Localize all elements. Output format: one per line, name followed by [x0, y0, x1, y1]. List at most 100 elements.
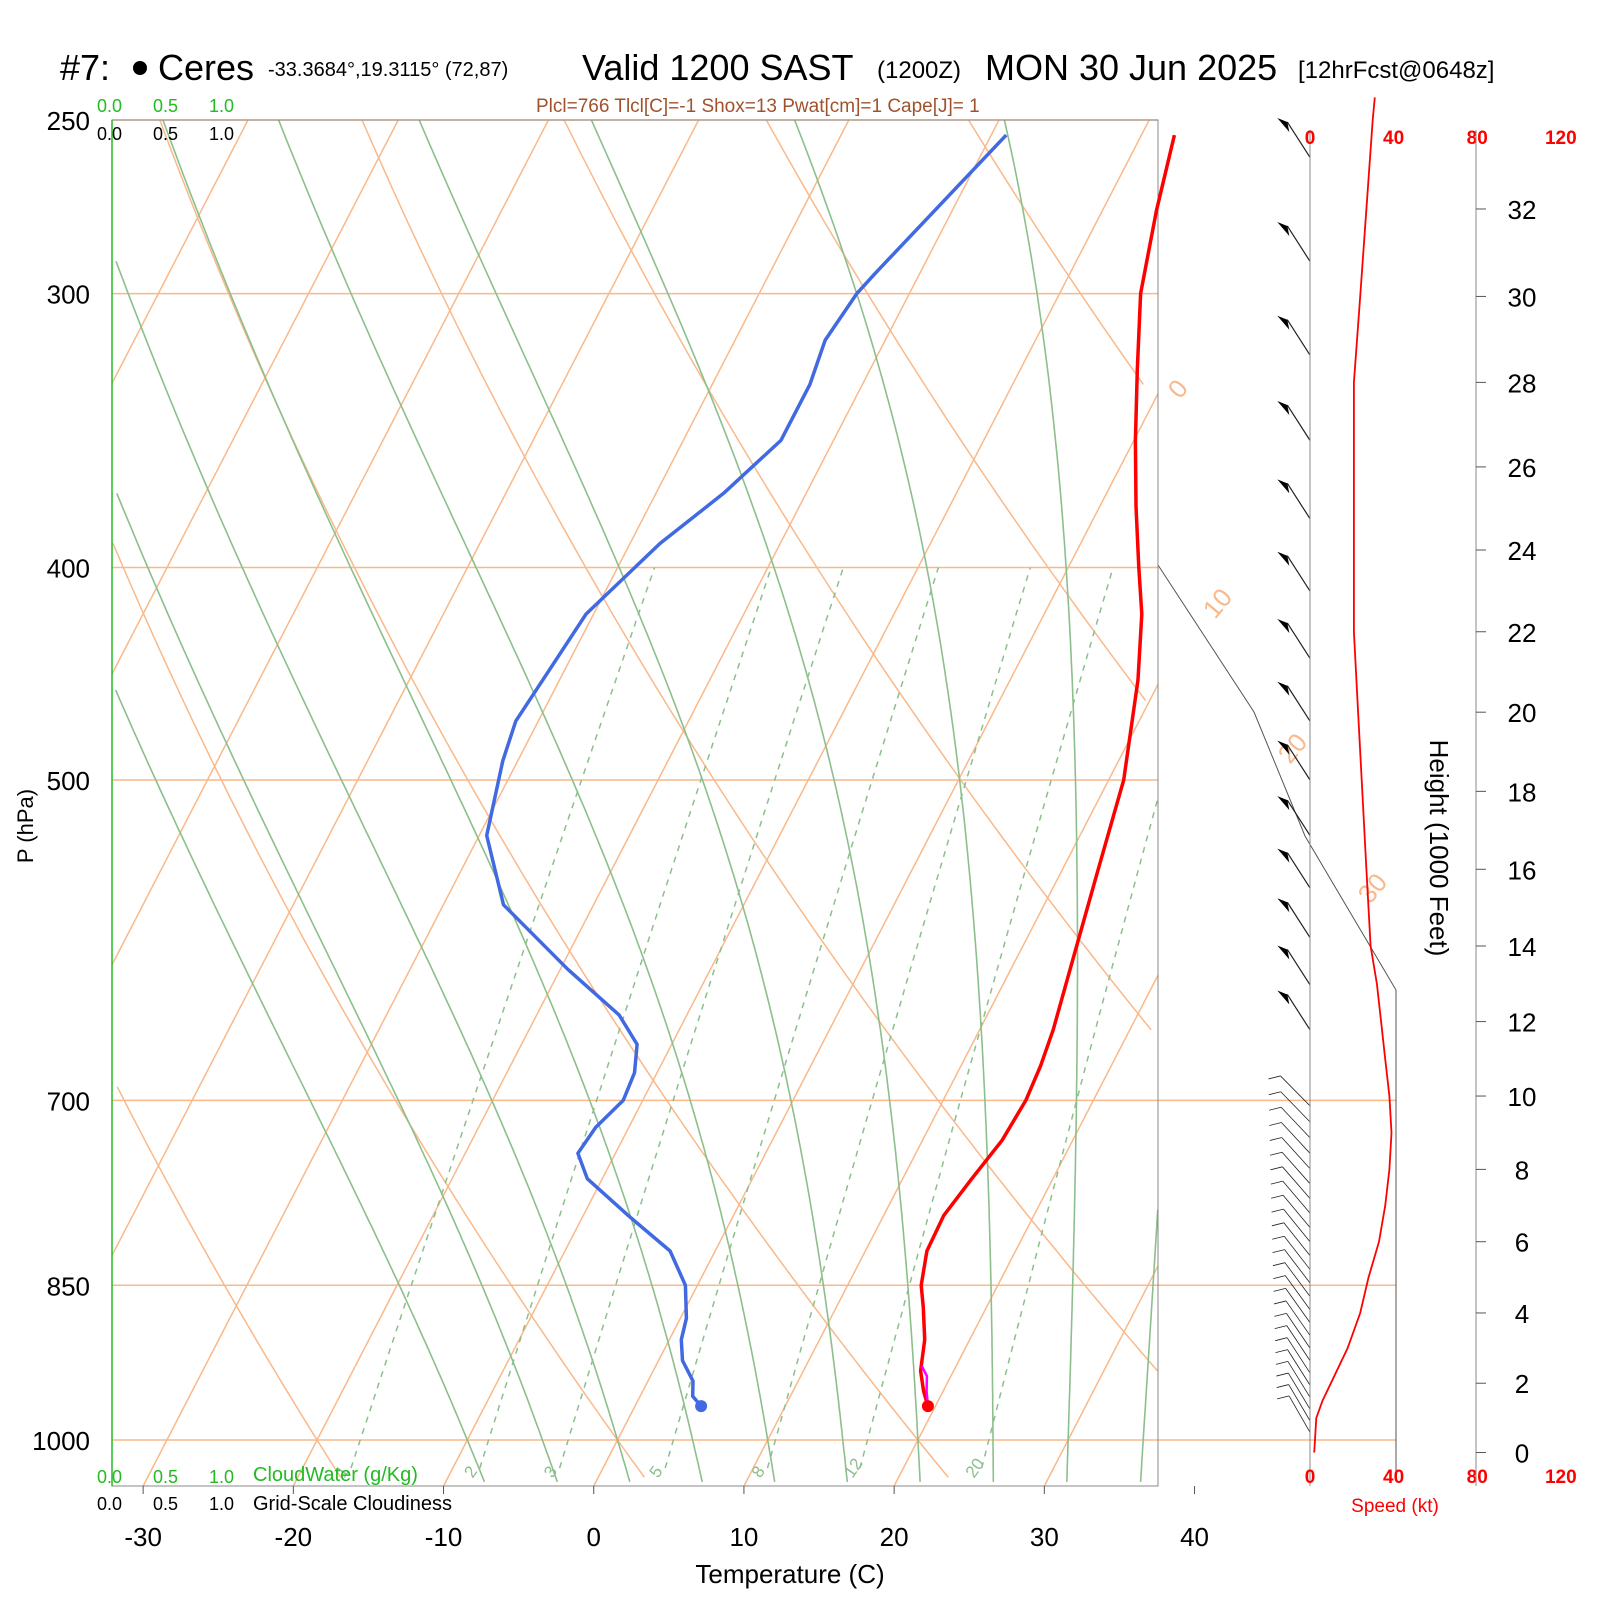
cloudiness-label: Grid-Scale Cloudiness [253, 1493, 452, 1515]
wind-barb-flag-29 [1277, 796, 1290, 811]
wind-barb-flag-37 [1277, 221, 1290, 236]
mixing-ratio-labels: 1 2 3 5 8 12 20 [332, 1455, 988, 1481]
cloudwater-tick-bottom-1: 0.5 [153, 1467, 178, 1487]
wind-barb-flag-33 [1277, 551, 1290, 566]
isotherm--30 [142, 119, 850, 1487]
wind-barb-shaft-35 [1286, 404, 1311, 441]
isotherm--10 [442, 119, 1150, 1487]
dry-adiabat-60-0 [563, 119, 1152, 1031]
isotherm--70 [111, 119, 249, 384]
dry-adiabat-lines [112, 119, 1159, 1478]
hodo-labels: 0 10 20 30 [1162, 373, 1394, 908]
chart-header: #7: Ceres -33.3684°,19.3115° (72,87) Val… [60, 47, 1494, 117]
station-id: #7: [60, 47, 110, 88]
wind-barb-shaft-18 [1282, 1166, 1311, 1199]
cloudiness-tick-bottom-0: 0.0 [97, 1494, 122, 1514]
moist-adiabat-5-0 [162, 119, 703, 1483]
mixing-ratio-label-8: 8 [748, 1462, 769, 1481]
wind-barb-feather-4 [1275, 1349, 1288, 1354]
wind-barb-flag-34 [1277, 479, 1290, 494]
wind-barb-feather-15 [1271, 1208, 1284, 1213]
cloudwater-tick-bottom-2: 1.0 [209, 1467, 234, 1487]
wind-barb-feather-13 [1272, 1235, 1285, 1240]
pressure-tick-label-850: 850 [47, 1271, 90, 1301]
hodo-label-3: 30 [1352, 867, 1394, 908]
wind-barb-shaft-17 [1282, 1180, 1311, 1214]
cloud-scales: 0.0 0.5 1.0 0.0 0.5 1.0 0.0 0.5 1.0 Clou… [97, 96, 452, 1515]
speed-tick-top-120: 120 [1545, 128, 1577, 149]
wind-speed-trace [1313, 97, 1393, 1453]
isotherm--60 [111, 119, 399, 675]
height-tick-label-12: 12 [1508, 1008, 1537, 1038]
height-tick-label-10: 10 [1508, 1082, 1537, 1112]
wind-barb-shaft-3 [1287, 1361, 1311, 1398]
wind-barb-feather-5 [1275, 1337, 1288, 1342]
cloudwater-tick-top-0: 0.0 [97, 96, 122, 116]
wind-barb-flag-31 [1277, 681, 1290, 696]
wind-barb-shaft-24 [1280, 1075, 1311, 1107]
speed-tick-bottom-80: 80 [1467, 1467, 1488, 1488]
speed-tick-bottom-0: 0 [1305, 1467, 1316, 1488]
wind-barb-shaft-13 [1283, 1236, 1311, 1270]
x-axis-title: Temperature (C) [695, 1559, 884, 1589]
height-tick-label-28: 28 [1508, 368, 1537, 398]
wind-barb-shaft-6 [1286, 1325, 1311, 1361]
height-tick-label-20: 20 [1508, 698, 1537, 728]
wind-barb-flag-25 [1277, 990, 1290, 1005]
height-tick-label-2: 2 [1515, 1369, 1529, 1399]
parcel-trace [920, 1365, 930, 1407]
isotherm--20 [292, 119, 1000, 1487]
wind-barb-feather-21 [1269, 1122, 1282, 1126]
station-coords: -33.3684°,19.3115° (72,87) [268, 59, 508, 81]
speed-axis-title: Speed (kt) [1351, 1496, 1439, 1517]
height-tick-label-30: 30 [1508, 282, 1537, 312]
wind-barb-flag-38 [1277, 118, 1290, 133]
valid-date: MON 30 Jun 2025 [985, 47, 1277, 88]
wind-barb-feather-12 [1272, 1249, 1285, 1253]
wind-barb-feather-22 [1269, 1106, 1282, 1111]
height-tick-label-16: 16 [1508, 855, 1537, 885]
wind-barbs [1268, 118, 1311, 1433]
x-tick-label-0: 0 [587, 1522, 601, 1552]
mixing-ratio-label-5: 5 [646, 1462, 667, 1481]
cloudiness-tick-top-0: 0.0 [97, 124, 122, 144]
wind-barb-feather-8 [1273, 1300, 1287, 1305]
height-tick-label-26: 26 [1508, 453, 1537, 483]
stability-indices: Plcl=766 Tlcl[C]=-1 Shox=13 Pwat[cm]=1 C… [536, 96, 980, 117]
isotherm-30 [1043, 1265, 1159, 1487]
valid-time: Valid 1200 SAST [582, 47, 854, 88]
cloudwater-label: CloudWater (g/Kg) [253, 1464, 418, 1486]
isotherm--40 [111, 119, 700, 1256]
pressure-tick-label-1000: 1000 [32, 1426, 90, 1456]
x-tick-label-40: 40 [1180, 1522, 1209, 1552]
wind-barb-shaft-1 [1288, 1384, 1311, 1421]
wind-barb-feather-18 [1270, 1166, 1283, 1171]
wind-barb-feather-2 [1276, 1372, 1289, 1377]
wind-barb-feather-6 [1274, 1325, 1287, 1329]
moist-adiabat-35-0 [1139, 1209, 1159, 1482]
station-name: Ceres [158, 47, 254, 88]
height-tick-label-4: 4 [1515, 1299, 1529, 1329]
x-tick-label--30: -30 [124, 1522, 162, 1552]
wind-barb-shaft-25 [1286, 994, 1311, 1031]
wind-barb-feather-3 [1275, 1361, 1289, 1365]
wind-barb-shaft-19 [1281, 1152, 1311, 1184]
wind-barb-shaft-5 [1286, 1337, 1311, 1374]
mixing-ratio-line-2-0 [479, 567, 772, 1469]
moist-adiabat-0-0 [115, 261, 631, 1483]
wind-barb-flag-26 [1277, 945, 1290, 960]
wind-barb-shaft-4 [1287, 1349, 1311, 1386]
mixing-ratio-line-8-0 [766, 567, 1032, 1469]
hodo-label-1: 10 [1197, 582, 1239, 623]
wind-barb-shaft-34 [1286, 483, 1311, 520]
cloudwater-tick-top-1: 0.5 [153, 96, 178, 116]
wind-barb-shaft-37 [1286, 225, 1311, 262]
x-tick-label--20: -20 [275, 1522, 313, 1552]
wind-barb-feather-10 [1273, 1275, 1286, 1280]
wind-barb-shaft-9 [1285, 1288, 1311, 1323]
dry-adiabat-0-0 [112, 543, 646, 1478]
x-tick-label--10: -10 [425, 1522, 463, 1552]
